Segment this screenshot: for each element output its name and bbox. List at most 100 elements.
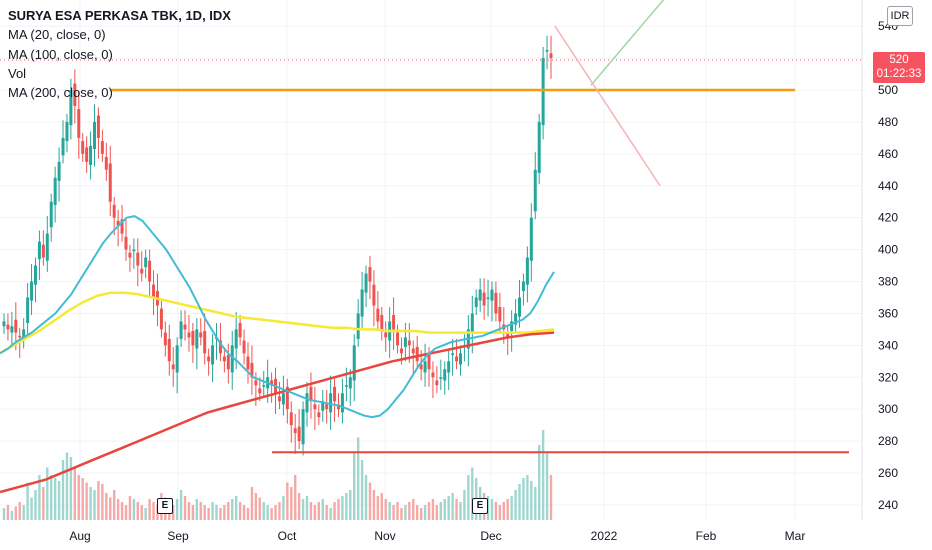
ma20-line: [0, 215, 555, 419]
volume-bar: [294, 475, 297, 520]
volume-bar: [175, 499, 179, 520]
candle-body: [37, 241, 41, 260]
candle-body: [443, 369, 447, 381]
volume-bar: [502, 502, 505, 520]
y-tick-label: 460: [878, 147, 898, 161]
volume-bar: [506, 499, 509, 520]
volume-bar: [81, 478, 84, 520]
price-axis[interactable]: 240 260 280 300 320 340 360 380 400 420 440 460 480 5…: [878, 19, 898, 512]
candle-body: [26, 297, 30, 323]
volume-bar: [6, 505, 10, 520]
candle-body: [313, 404, 317, 410]
y-tick-label: 480: [878, 115, 898, 129]
candle-body: [360, 289, 364, 317]
volume-bar: [541, 430, 545, 520]
volume-bar: [360, 460, 364, 520]
candle-body: [112, 204, 116, 218]
earnings-event-icon[interactable]: E: [157, 498, 173, 514]
volume-bar: [219, 508, 222, 520]
volume-bar: [238, 502, 242, 520]
candle-body: [376, 308, 380, 322]
candle-body: [451, 353, 455, 355]
candle-body: [423, 361, 427, 373]
candle-body: [234, 329, 238, 349]
volume-bar: [38, 475, 41, 520]
legend-vol[interactable]: Vol: [8, 65, 27, 81]
volume-bar: [223, 505, 226, 520]
y-tick-label: 320: [878, 370, 898, 384]
x-tick-label: Oct: [278, 529, 297, 543]
earnings-event-icon[interactable]: E: [472, 498, 488, 514]
candle-body: [258, 388, 262, 394]
volume-bar: [199, 502, 202, 520]
symbol-title[interactable]: SURYA ESA PERKASA TBK, 1D, IDX: [8, 8, 231, 23]
time-axis[interactable]: Aug Sep Oct Nov Dec 2022 Feb Mar: [69, 529, 805, 543]
volume-bar: [384, 499, 387, 520]
candle-body: [116, 220, 120, 226]
volume-bar: [451, 493, 454, 520]
volume-bar: [53, 478, 57, 520]
candle-body: [93, 121, 97, 150]
volume-bar: [435, 505, 439, 520]
legend-ma100[interactable]: MA (100, close, 0): [8, 46, 113, 62]
volume-bar: [183, 496, 187, 520]
volume-bar: [439, 502, 443, 520]
volume-bar: [65, 452, 69, 520]
volume-bar: [400, 508, 403, 520]
candle-body: [529, 217, 533, 261]
candle-body: [297, 426, 301, 442]
volume-bar: [510, 496, 513, 520]
indicator-lines: [0, 0, 862, 494]
volume-bar: [34, 490, 37, 520]
currency-badge[interactable]: IDR: [887, 6, 913, 26]
volume-bar: [211, 502, 214, 520]
candle-body: [30, 281, 34, 301]
legend-ma20[interactable]: MA (20, close, 0): [8, 27, 106, 43]
chart-legend: SURYA ESA PERKASA TBK, 1D, IDX MA (20, c…: [8, 6, 231, 102]
volume-bar: [85, 482, 88, 520]
candle-body: [85, 147, 89, 162]
candle-body: [301, 409, 305, 445]
candle-body: [384, 332, 388, 338]
candle-body: [140, 268, 144, 274]
candle-body: [514, 313, 518, 325]
volume-bar: [282, 496, 285, 520]
volume-bar: [498, 505, 502, 520]
volume-bar: [404, 505, 407, 520]
volume-bar: [455, 499, 458, 520]
projection-up-line: [590, 0, 665, 86]
volume-bar: [50, 475, 53, 520]
volume-bar: [254, 493, 258, 520]
volume-bar: [26, 482, 29, 520]
x-tick-label: Dec: [480, 529, 501, 543]
volume-bar: [101, 484, 104, 520]
volume-bar: [333, 502, 336, 520]
candle-body: [171, 364, 175, 370]
candle-body: [230, 345, 234, 373]
volume-bar: [136, 502, 139, 520]
candle-body: [179, 321, 183, 339]
volume-bar: [286, 482, 289, 520]
volume-bar: [518, 484, 521, 520]
candle-body: [81, 141, 85, 154]
candle-body: [510, 321, 514, 331]
candle-body: [167, 338, 171, 362]
legend-ma200[interactable]: MA (200, close, 0): [8, 85, 113, 101]
candle-body: [352, 345, 356, 381]
volume-bar: [258, 497, 261, 520]
candle-body: [317, 412, 321, 418]
candle-body: [183, 324, 187, 330]
x-tick-label: 2022: [591, 529, 618, 543]
candle-body: [246, 356, 250, 370]
candle-body: [458, 353, 462, 365]
candle-body: [100, 141, 104, 154]
volume-bar: [431, 499, 435, 520]
candle-body: [277, 396, 281, 402]
volume-bar: [124, 505, 128, 520]
volume-bar: [172, 505, 175, 520]
volume-bar: [61, 460, 65, 520]
volume-bar: [2, 508, 6, 520]
candle-body: [73, 83, 77, 106]
volume-bar: [231, 499, 234, 520]
